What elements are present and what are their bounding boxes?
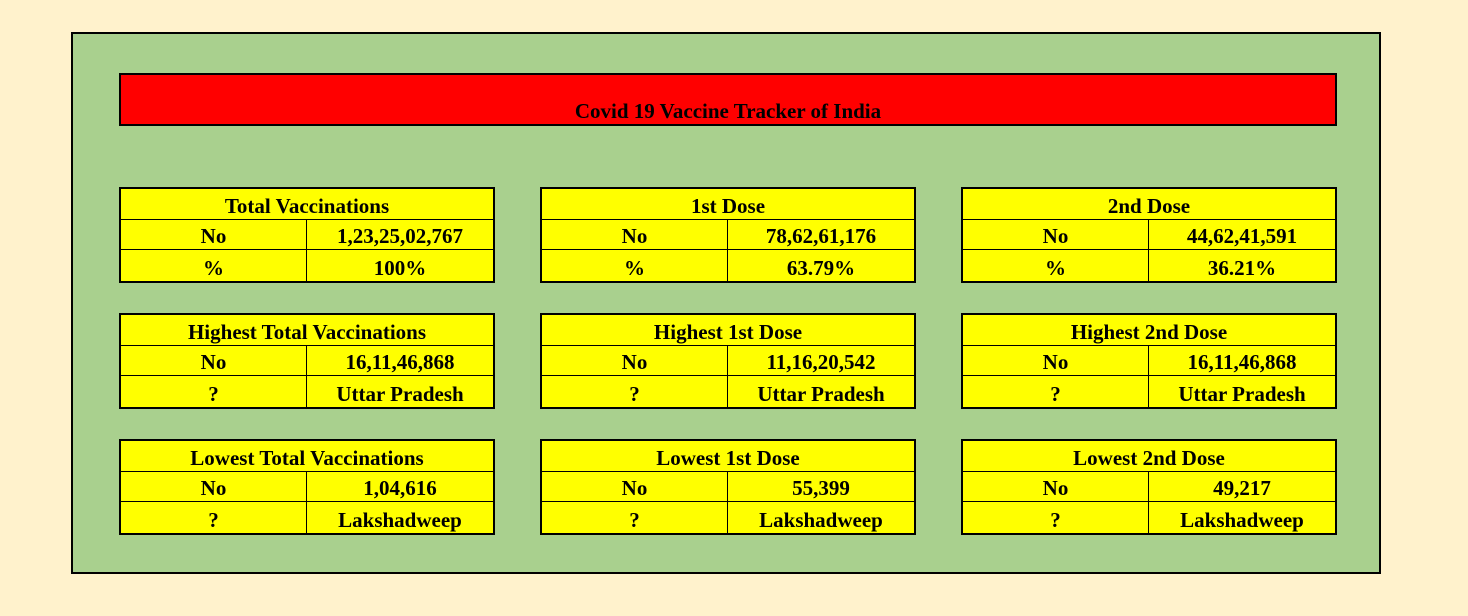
percent-value: 36.21% [1207,255,1277,280]
no-label: No [542,471,728,503]
state-value: Uttar Pradesh [336,381,464,406]
no-label: No [963,219,1149,251]
no-value: 1,23,25,02,767 [307,220,493,251]
card-heading: Total Vaccinations [121,189,493,220]
tracker-dashboard: Covid 19 Vaccine Tracker of India Total … [71,32,1381,574]
percent-label: % [121,250,307,281]
lowest-second-dose-card: Lowest 2nd Dose No 49,217 ? Lakshadweep [961,439,1337,535]
highest-total-vaccinations-card: Highest Total Vaccinations No 16,11,46,8… [119,313,495,409]
state-label: ? [963,502,1149,533]
no-value: 49,217 [1149,472,1335,503]
no-value: 16,11,46,868 [1149,346,1335,377]
state-value: Uttar Pradesh [757,381,885,406]
highest-second-dose-card: Highest 2nd Dose No 16,11,46,868 ? Uttar… [961,313,1337,409]
no-value: 78,62,61,176 [728,220,914,251]
card-heading: Highest 1st Dose [542,315,914,346]
state-label: ? [542,376,728,407]
no-value: 11,16,20,542 [728,346,914,377]
no-value: 16,11,46,868 [307,346,493,377]
state-label: ? [542,502,728,533]
no-value: 55,399 [728,472,914,503]
title-banner: Covid 19 Vaccine Tracker of India [119,73,1337,126]
second-dose-card: 2nd Dose No 44,62,41,591 % 36.21% [961,187,1337,283]
lowest-first-dose-card: Lowest 1st Dose No 55,399 ? Lakshadweep [540,439,916,535]
state-value: Lakshadweep [759,507,883,532]
state-label: ? [963,376,1149,407]
highest-first-dose-card: Highest 1st Dose No 11,16,20,542 ? Uttar… [540,313,916,409]
lowest-total-vaccinations-card: Lowest Total Vaccinations No 1,04,616 ? … [119,439,495,535]
state-label: ? [121,376,307,407]
total-vaccinations-card: Total Vaccinations No 1,23,25,02,767 % 1… [119,187,495,283]
no-value: 1,04,616 [307,472,493,503]
card-heading: 1st Dose [542,189,914,220]
percent-value: 100% [373,255,427,280]
card-heading: Lowest 1st Dose [542,441,914,472]
percent-label: % [963,250,1149,281]
no-label: No [121,471,307,503]
no-label: No [121,219,307,251]
card-heading: 2nd Dose [963,189,1335,220]
card-heading: Highest 2nd Dose [963,315,1335,346]
no-value: 44,62,41,591 [1149,220,1335,251]
no-label: No [542,345,728,377]
state-value: Lakshadweep [1180,507,1304,532]
state-value: Lakshadweep [338,507,462,532]
no-label: No [542,219,728,251]
card-heading: Highest Total Vaccinations [121,315,493,346]
percent-label: % [542,250,728,281]
no-label: No [963,345,1149,377]
first-dose-card: 1st Dose No 78,62,61,176 % 63.79% [540,187,916,283]
state-label: ? [121,502,307,533]
page-title: Covid 19 Vaccine Tracker of India [574,98,882,123]
no-label: No [121,345,307,377]
card-heading: Lowest Total Vaccinations [121,441,493,472]
no-label: No [963,471,1149,503]
state-value: Uttar Pradesh [1178,381,1306,406]
card-heading: Lowest 2nd Dose [963,441,1335,472]
percent-value: 63.79% [786,255,856,280]
